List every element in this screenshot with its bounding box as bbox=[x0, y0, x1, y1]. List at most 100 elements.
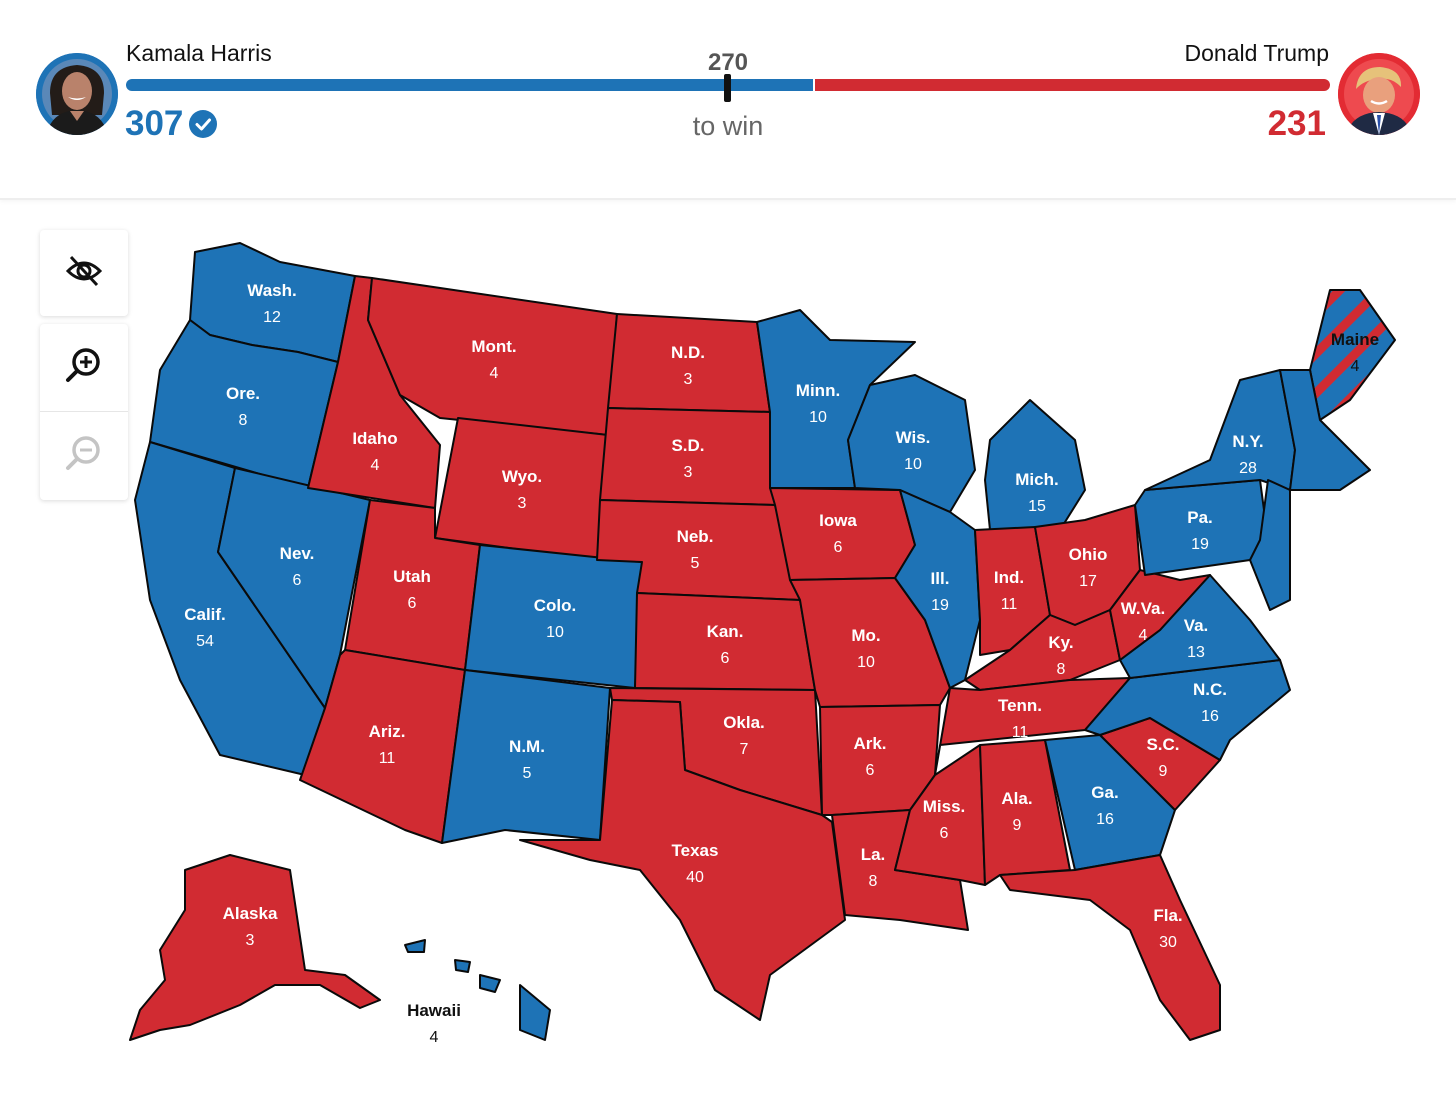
state-label-al: Ala. bbox=[1001, 789, 1032, 808]
state-label-mn: Minn. bbox=[796, 381, 840, 400]
state-shape-ia[interactable] bbox=[769, 487, 916, 581]
state-shape-hi1[interactable] bbox=[519, 984, 551, 1041]
state-label-me: Maine bbox=[1331, 330, 1379, 349]
state-votes-ne: 5 bbox=[691, 555, 700, 572]
harris-avatar bbox=[36, 53, 118, 135]
state-shape-nm[interactable] bbox=[441, 669, 611, 844]
state-votes-wy: 3 bbox=[518, 495, 527, 512]
state-label-ut: Utah bbox=[393, 567, 431, 586]
left-candidate-bar bbox=[126, 79, 813, 91]
state-shape-fl[interactable] bbox=[999, 854, 1221, 1041]
state-votes-ut: 6 bbox=[408, 595, 417, 612]
state-label-co: Colo. bbox=[534, 596, 577, 615]
state-votes-ga: 16 bbox=[1096, 811, 1114, 828]
right-candidate-name: Donald Trump bbox=[1184, 40, 1329, 66]
state-shape-ks[interactable] bbox=[634, 592, 816, 691]
state-shape-hi2[interactable] bbox=[479, 974, 501, 993]
state-label-ar: Ark. bbox=[853, 734, 886, 753]
state-shape-il[interactable] bbox=[894, 489, 981, 689]
state-shape-ak[interactable] bbox=[129, 854, 381, 1041]
state-votes-ky: 8 bbox=[1057, 661, 1066, 678]
winner-check-icon bbox=[189, 110, 217, 138]
state-votes-va: 13 bbox=[1187, 644, 1205, 661]
state-votes-nv: 6 bbox=[293, 572, 302, 589]
state-label-ga: Ga. bbox=[1091, 783, 1118, 802]
zoom-out-icon bbox=[64, 433, 104, 478]
state-votes-nc: 16 bbox=[1201, 708, 1219, 725]
threshold-label: to win bbox=[692, 111, 764, 141]
state-label-oh: Ohio bbox=[1069, 545, 1108, 564]
state-shape-tx[interactable] bbox=[519, 699, 846, 1021]
state-votes-ar: 6 bbox=[866, 762, 875, 779]
threshold-value: 270 bbox=[707, 49, 749, 76]
state-shape-mi[interactable] bbox=[984, 399, 1086, 531]
state-votes-mo: 10 bbox=[857, 654, 875, 671]
state-votes-ok: 7 bbox=[740, 741, 749, 758]
state-votes-al: 9 bbox=[1013, 817, 1022, 834]
state-label-la: La. bbox=[861, 845, 886, 864]
state-shape-wy[interactable] bbox=[434, 417, 609, 561]
state-label-ak: Alaska bbox=[223, 904, 278, 923]
state-votes-wv: 4 bbox=[1139, 627, 1148, 644]
state-shape-wi[interactable] bbox=[847, 374, 976, 513]
state-shape-nd[interactable] bbox=[607, 313, 771, 413]
right-candidate-bar bbox=[815, 79, 1330, 91]
state-label-ks: Kan. bbox=[707, 622, 744, 641]
state-shape-sd[interactable] bbox=[599, 407, 776, 506]
state-label-sd: S.D. bbox=[671, 436, 704, 455]
eye-off-icon bbox=[65, 252, 103, 295]
state-votes-nm: 5 bbox=[523, 765, 532, 782]
state-label-ia: Iowa bbox=[819, 511, 857, 530]
zoom-out-button[interactable] bbox=[40, 412, 128, 498]
state-shape-pa[interactable] bbox=[1134, 479, 1269, 576]
state-label-va: Va. bbox=[1184, 616, 1209, 635]
state-shape-ga[interactable] bbox=[1044, 734, 1176, 871]
state-label-ky: Ky. bbox=[1048, 633, 1073, 652]
state-votes-ny: 28 bbox=[1239, 460, 1257, 477]
state-label-pa: Pa. bbox=[1187, 508, 1213, 527]
state-shape-co[interactable] bbox=[464, 544, 643, 689]
state-votes-co: 10 bbox=[546, 624, 564, 641]
state-votes-or: 8 bbox=[239, 412, 248, 429]
state-label-sc: S.C. bbox=[1146, 735, 1179, 754]
state-votes-pa: 19 bbox=[1191, 536, 1209, 553]
trump-avatar bbox=[1338, 53, 1420, 135]
state-votes-ca: 54 bbox=[196, 633, 214, 650]
state-label-mo: Mo. bbox=[851, 626, 880, 645]
state-label-mi: Mich. bbox=[1015, 470, 1058, 489]
state-label-ne: Neb. bbox=[677, 527, 714, 546]
zoom-panel bbox=[40, 324, 128, 500]
state-votes-me: 4 bbox=[1351, 358, 1360, 375]
state-votes-mn: 10 bbox=[809, 409, 827, 426]
state-shape-ny[interactable] bbox=[1144, 369, 1296, 491]
state-label-ca: Calif. bbox=[184, 605, 226, 624]
state-label-nm: N.M. bbox=[509, 737, 545, 756]
state-label-nv: Nev. bbox=[280, 544, 315, 563]
state-votes-in: 11 bbox=[1001, 596, 1018, 613]
state-votes-tx: 40 bbox=[686, 869, 704, 886]
state-label-tn: Tenn. bbox=[998, 696, 1042, 715]
state-label-wy: Wyo. bbox=[502, 467, 542, 486]
state-votes-fl: 30 bbox=[1159, 934, 1177, 951]
state-label-wv: W.Va. bbox=[1121, 599, 1165, 618]
state-shape-wv[interactable] bbox=[1109, 569, 1211, 661]
state-votes-hi: 4 bbox=[430, 1029, 439, 1046]
state-label-nc: N.C. bbox=[1193, 680, 1227, 699]
right-candidate-votes: 231 bbox=[1267, 104, 1326, 143]
state-label-hi: Hawaii bbox=[407, 1001, 461, 1020]
state-shape-ne6[interactable] bbox=[1279, 369, 1371, 491]
state-votes-sd: 3 bbox=[684, 464, 693, 481]
state-votes-la: 8 bbox=[869, 873, 878, 890]
state-shape-hi3[interactable] bbox=[454, 959, 471, 973]
state-votes-ak: 3 bbox=[246, 932, 255, 949]
zoom-in-button[interactable] bbox=[40, 324, 128, 410]
state-votes-mi: 15 bbox=[1028, 498, 1046, 515]
state-votes-il: 19 bbox=[931, 597, 949, 614]
state-shape-hi4[interactable] bbox=[404, 939, 426, 953]
left-candidate-votes: 307 bbox=[125, 104, 184, 143]
state-shape-me[interactable] bbox=[1309, 289, 1396, 421]
state-label-il: Ill. bbox=[931, 569, 950, 588]
state-shape-ma[interactable] bbox=[1249, 479, 1291, 611]
state-label-tx: Texas bbox=[672, 841, 719, 860]
hide-labels-button[interactable] bbox=[40, 230, 128, 316]
